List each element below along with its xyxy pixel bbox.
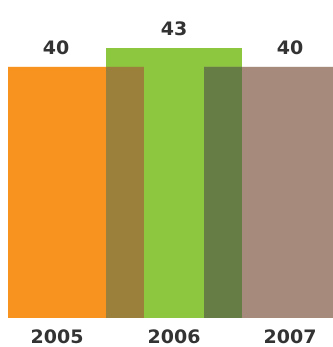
bars-layer xyxy=(8,48,333,318)
category-label-2007: 2007 xyxy=(264,326,317,347)
category-labels-layer: 2005 2006 2007 xyxy=(31,326,317,347)
value-label-2007: 40 xyxy=(277,37,303,59)
value-label-2005: 40 xyxy=(43,37,69,59)
value-label-2006: 43 xyxy=(161,18,187,40)
bar-overlap-2005-2006 xyxy=(106,66,144,318)
value-labels-layer: 40 43 40 xyxy=(43,18,303,59)
category-label-2006: 2006 xyxy=(148,326,201,347)
bar-overlap-2006-2007 xyxy=(204,66,242,318)
overlap-layer xyxy=(106,66,242,318)
category-label-2005: 2005 xyxy=(31,326,84,347)
